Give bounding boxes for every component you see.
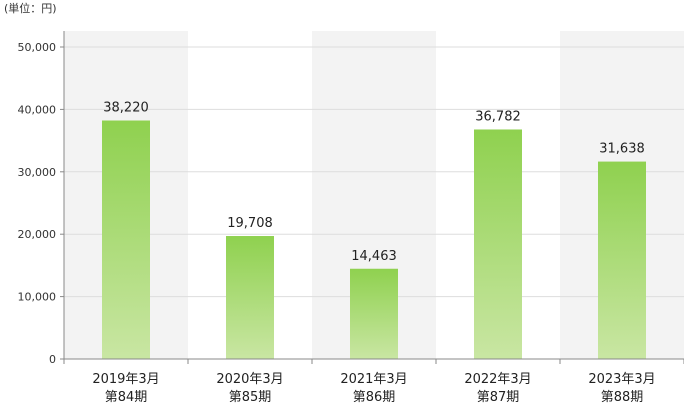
x-tick-label: 第87期 xyxy=(477,390,520,405)
bar xyxy=(598,161,646,359)
x-tick-label: 2021年3月 xyxy=(340,372,407,387)
bar xyxy=(474,129,522,359)
y-tick-label: 0 xyxy=(49,353,56,366)
y-tick-label: 50,000 xyxy=(18,41,57,54)
data-label: 31,638 xyxy=(599,142,645,157)
x-tick-label: 第85期 xyxy=(229,390,272,405)
gridlines xyxy=(64,46,684,298)
x-tick-label: 第88期 xyxy=(601,390,644,405)
data-label: 19,708 xyxy=(227,216,273,231)
x-tick-label: 2019年3月 xyxy=(92,372,159,387)
y-axis: 0 10,000 20,000 30,000 40,000 50,000 xyxy=(18,31,65,366)
bar xyxy=(226,236,274,359)
x-tick-label: 2023年3月 xyxy=(588,372,655,387)
data-label: 36,782 xyxy=(475,109,521,124)
data-label: 38,220 xyxy=(103,101,149,116)
bars: 38,220 19,708 14,463 36,782 31,638 xyxy=(102,101,646,359)
y-tick-label: 20,000 xyxy=(18,228,57,241)
x-tick-label: 2022年3月 xyxy=(464,372,531,387)
bar xyxy=(102,120,150,359)
x-tick-label: 2020年3月 xyxy=(216,372,283,387)
x-tick-label: 第84期 xyxy=(105,390,148,405)
bar xyxy=(350,268,398,359)
data-label: 14,463 xyxy=(351,249,397,264)
unit-label: (単位：円) xyxy=(4,1,57,15)
y-tick-label: 10,000 xyxy=(18,291,57,304)
x-tick-label: 第86期 xyxy=(353,390,396,405)
y-tick-label: 30,000 xyxy=(18,166,57,179)
y-tick-label: 40,000 xyxy=(18,103,57,116)
category-bands xyxy=(64,31,684,359)
